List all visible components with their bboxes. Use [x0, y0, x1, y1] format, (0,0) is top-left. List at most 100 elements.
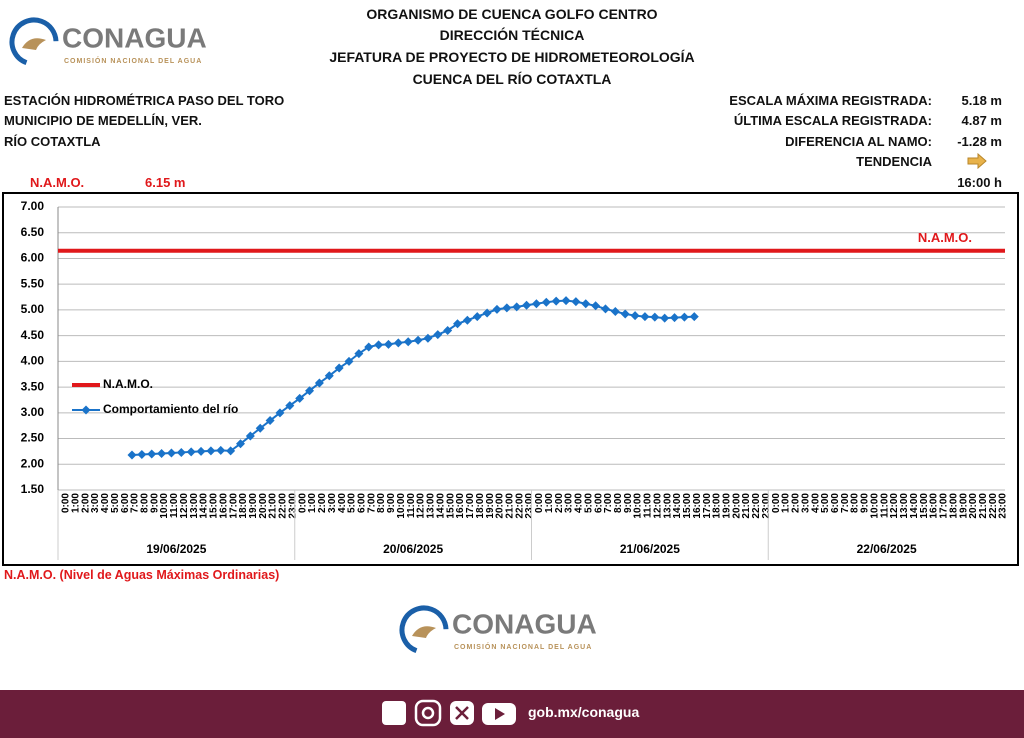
series-marker [561, 296, 571, 306]
logo-ring [399, 605, 449, 655]
x-tick-label: 21:00 [741, 493, 752, 519]
series-marker [630, 311, 640, 321]
facebook-icon[interactable] [382, 701, 406, 725]
footer-url[interactable]: gob.mx/conagua [528, 704, 640, 720]
logo-ring [9, 17, 59, 67]
series-marker [600, 304, 610, 314]
series-marker [334, 363, 344, 373]
series-marker [650, 312, 660, 322]
series-marker [443, 325, 453, 335]
series-marker [393, 338, 403, 348]
x-tick-label: 3:00 [327, 493, 338, 513]
x-tick-label: 23:00 [998, 493, 1009, 519]
x-tick-label: 9:00 [149, 493, 160, 513]
y-tick-label: 3.00 [21, 405, 45, 419]
instagram-icon[interactable] [414, 699, 442, 727]
series-marker [314, 378, 324, 388]
x-tick-label: 17:00 [702, 493, 713, 519]
x-tick-label: 3:00 [800, 493, 811, 513]
x-tick-label: 20:00 [968, 493, 979, 519]
x-group-label: 21/06/2025 [620, 542, 680, 556]
series-marker [541, 297, 551, 307]
x-tick-label: 0:00 [534, 493, 545, 513]
x-tick-label: 2:00 [791, 493, 802, 513]
series-marker [275, 408, 285, 418]
y-tick-label: 4.50 [21, 328, 45, 342]
x-tick-label: 14:00 [199, 493, 210, 519]
x-tick-label: 23:00 [287, 493, 298, 519]
footer-logo: CONAGUA COMISIÓN NACIONAL DEL AGUA [399, 605, 597, 655]
x-tick-label: 10:00 [869, 493, 880, 519]
namo-value: 6.15 m [145, 175, 186, 190]
series-marker [374, 340, 384, 350]
series-marker [679, 312, 689, 322]
x-tick-label: 6:00 [830, 493, 841, 513]
youtube-glyph [495, 708, 505, 720]
x-tick-label: 8:00 [139, 493, 150, 513]
logo-subtitle: COMISIÓN NACIONAL DEL AGUA [454, 642, 592, 651]
x-tick-label: 13:00 [189, 493, 200, 519]
x-tick-label: 17:00 [228, 493, 239, 519]
x-group-label: 20/06/2025 [383, 542, 443, 556]
x-tick-label: 13:00 [426, 493, 437, 519]
x-tick-label: 22:00 [514, 493, 525, 519]
series-marker [324, 371, 334, 381]
series-marker [502, 303, 512, 313]
x-tick-label: 2:00 [554, 493, 565, 513]
x-tick-label: 20:00 [731, 493, 742, 519]
series-marker [383, 339, 393, 349]
x-tick-label: 15:00 [682, 493, 693, 519]
x-tick-label: 12:00 [652, 493, 663, 519]
x-tick-label: 0:00 [297, 493, 308, 513]
series-marker [364, 342, 374, 352]
header-line: ORGANISMO DE CUENCA GOLFO CENTRO [366, 6, 658, 22]
x-tick-label: 7:00 [603, 493, 614, 513]
y-tick-label: 7.00 [21, 199, 45, 213]
x-tick-label: 12:00 [889, 493, 900, 519]
x-tick-label: 5:00 [110, 493, 121, 513]
x-tick-label: 18:00 [712, 493, 723, 519]
x-tick-label: 6:00 [120, 493, 131, 513]
x-tick-label: 21:00 [978, 493, 989, 519]
series-marker [157, 448, 167, 458]
logo-name: CONAGUA [452, 608, 597, 639]
series-marker [206, 446, 216, 456]
x-tick-label: 18:00 [948, 493, 959, 519]
y-tick-label: 1.50 [21, 482, 45, 496]
x-tick-label: 5:00 [347, 493, 358, 513]
series-marker [127, 450, 137, 460]
x-tick-label: 14:00 [672, 493, 683, 519]
x-tick-label: 4:00 [574, 493, 585, 513]
series-marker [660, 313, 670, 323]
x-tick-label: 14:00 [435, 493, 446, 519]
series-marker [137, 449, 147, 459]
stat-label: TENDENCIA [856, 154, 932, 169]
x-tick-label: 10:00 [159, 493, 170, 519]
series-marker [670, 313, 680, 323]
series-marker [285, 401, 295, 411]
x-tick-label: 9:00 [860, 493, 871, 513]
x-tick-label: 6:00 [357, 493, 368, 513]
logo-name: CONAGUA [62, 22, 207, 53]
social-icons [382, 699, 516, 727]
series-marker [551, 296, 561, 306]
x-tick-label: 22:00 [751, 493, 762, 519]
x-tick-label: 20:00 [258, 493, 269, 519]
stat-label: DIFERENCIA AL NAMO: [785, 134, 932, 149]
series-marker [147, 449, 157, 459]
footer-bar: gob.mx/conagua [0, 690, 1024, 738]
y-tick-label: 2.00 [21, 456, 45, 470]
x-tick-label: 15:00 [919, 493, 930, 519]
x-tick-label: 5:00 [583, 493, 594, 513]
x-tick-label: 0:00 [771, 493, 782, 513]
series-marker [571, 297, 581, 307]
stat-label: ÚLTIMA ESCALA REGISTRADA: [733, 113, 932, 128]
x-tick-label: 10:00 [396, 493, 407, 519]
series-marker [591, 301, 601, 311]
x-group-label: 22/06/2025 [857, 542, 917, 556]
x-tick-label: 7:00 [130, 493, 141, 513]
x-tick-label: 1:00 [781, 493, 792, 513]
y-tick-label: 6.00 [21, 251, 45, 265]
logo-eagle [22, 38, 46, 50]
